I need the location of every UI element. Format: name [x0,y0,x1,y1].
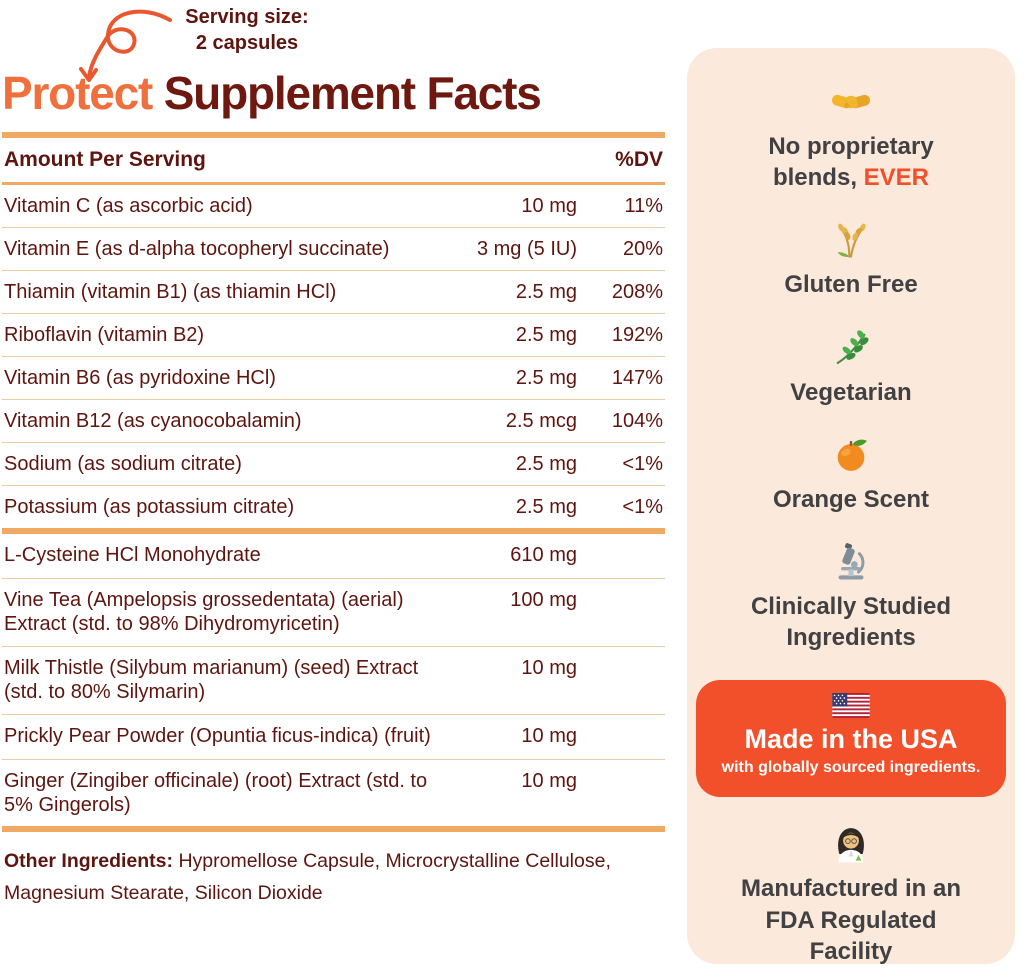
ingredient-amount: 10 mg [521,656,577,679]
usa-box-title: Made in the USA [744,724,958,755]
facts-table: Amount Per Serving %DV Vitamin C (as asc… [2,132,665,909]
divider-bar-middle [2,528,665,534]
table-row: Potassium (as potassium citrate) 2.5 mg … [2,486,665,528]
table-row: Vitamin B6 (as pyridoxine HCl) 2.5 mg 14… [2,357,665,400]
ingredient-amount: 2.5 mcg [505,409,577,432]
ingredient-dv: 20% [622,237,663,260]
other-ingredients-text: Hypromellose Capsule, Microcrystalline C… [4,850,611,904]
ingredient-name: Ginger (Zingiber officinale) (root) Extr… [4,769,428,816]
ingredient-amount: 10 mg [521,194,577,217]
badge-label: Manufactured in an FDA Regulated Facilit… [740,875,962,965]
serving-size-note: Serving size: 2 capsules [172,4,322,56]
ingredient-amount: 100 mg [510,589,577,611]
table-row: Prickly Pear Powder (Opuntia ficus-indic… [2,715,665,760]
table-row: Vitamin C (as ascorbic acid) 10 mg 11% [2,185,665,228]
divider-bar-bottom [2,826,665,833]
divider-bar-under-header [2,182,665,185]
badge-label: No proprietary blends, EVER [768,133,934,192]
tangerine-icon [837,439,867,471]
made-in-usa-box: Made in the USA with globally sourced in… [696,680,1006,798]
table-row: Milk Thistle (Silybum marianum) (seed) E… [2,647,665,715]
ingredient-name: Milk Thistle (Silybum marianum) (seed) E… [4,656,419,704]
ingredient-name: Potassium (as potassium citrate) [4,495,295,518]
divider-bar-top [2,132,665,138]
ingredient-name: L-Cysteine HCl Monohydrate [4,544,261,566]
ingredient-dv: 208% [611,280,663,303]
table-header-row: Amount Per Serving %DV [2,138,665,182]
table-row: Vitamin E (as d-alpha tocopheryl succina… [2,228,665,271]
page-title: Protect Supplement Facts [2,66,542,120]
ingredient-name: Vitamin E (as d-alpha tocopheryl succina… [4,237,390,260]
table-row: Ginger (Zingiber officinale) (root) Extr… [2,760,665,827]
serving-size-value: 2 capsules [195,32,299,54]
ingredient-amount: 10 mg [521,724,577,747]
page-title-accent: Protect [2,67,153,119]
ingredient-dv: 192% [611,323,663,346]
badge-orange-scent: Orange Scent [773,435,929,515]
ingredient-amount: 10 mg [521,769,577,792]
ingredient-name: Vitamin B6 (as pyridoxine HCl) [4,366,276,389]
us-flag-icon [832,693,870,719]
woman-scientist-icon [838,828,864,863]
ingredient-amount: 610 mg [510,544,577,566]
ingredient-amount: 2.5 mg [515,366,577,389]
badge-label: Orange Scent [772,485,930,513]
curly-arrow-icon [79,9,172,82]
ingredient-dv: 104% [611,409,663,432]
ingredient-name: Vitamin C (as ascorbic acid) [4,194,253,217]
ingredient-name: Sodium (as sodium citrate) [4,452,242,475]
ingredient-dv: 11% [624,194,663,217]
usa-box-subtitle: with globally sourced ingredients. [721,759,981,777]
ingredient-name: Thiamin (vitamin B1) (as thiamin HCl) [4,280,337,303]
benefits-card: No proprietary blends, EVER Gluten Free … [687,48,1015,967]
badge-label: Vegetarian [790,378,912,406]
ingredient-amount: 2.5 mg [515,452,577,475]
table-row: Riboflavin (vitamin B2) 2.5 mg 192% [2,314,665,357]
ingredient-name: Prickly Pear Powder (Opuntia ficus-indic… [4,724,431,747]
table-row: Vitamin B12 (as cyanocobalamin) 2.5 mcg … [2,400,665,443]
badge-vegetarian: Vegetarian [790,328,912,408]
microscope-icon [838,543,865,580]
other-ingredients: Other Ingredients: Hypromellose Capsule,… [2,846,644,908]
badge-no-proprietary-blends: No proprietary blends, EVER [725,82,977,193]
table-row: Sodium (as sodium citrate) 2.5 mg <1% [2,443,665,486]
badge-label: Clinically Studied Ingredients [750,592,952,652]
handshake-icon [832,94,870,109]
ingredient-dv: <1% [622,452,663,475]
badge-clinically-studied: Clinically Studied Ingredients [725,542,977,653]
badge-label-accent: EVER [863,164,930,192]
ingredient-dv: <1% [622,495,663,518]
ingredient-amount: 2.5 mg [515,280,577,303]
ingredient-name: Vine Tea (Ampelopsis grossedentata) (aer… [4,589,404,636]
rice-sheaf-icon [837,223,866,259]
ingredient-name: Riboflavin (vitamin B2) [4,323,205,346]
ingredient-amount: 2.5 mg [515,323,577,346]
herb-icon [836,329,869,364]
table-row: Vine Tea (Ampelopsis grossedentata) (aer… [2,579,665,647]
serving-size-label: Serving size: [185,6,309,28]
page-title-rest: Supplement Facts [163,67,542,119]
ingredient-name: Vitamin B12 (as cyanocobalamin) [4,409,302,432]
badge-label: Gluten Free [784,271,918,299]
ingredient-dv: 147% [611,366,663,389]
column-header-dv: %DV [615,148,663,171]
badge-fda-facility: Manufactured in an FDA Regulated Facilit… [725,824,977,967]
ingredient-amount: 2.5 mg [515,495,577,518]
other-ingredients-label: Other Ingredients: [4,850,174,873]
badge-gluten-free: Gluten Free [784,220,918,300]
ingredient-amount: 3 mg (5 IU) [476,237,577,260]
column-header-amount: Amount Per Serving [4,148,206,171]
table-row: L-Cysteine HCl Monohydrate 610 mg [2,534,665,579]
table-row: Thiamin (vitamin B1) (as thiamin HCl) 2.… [2,271,665,314]
